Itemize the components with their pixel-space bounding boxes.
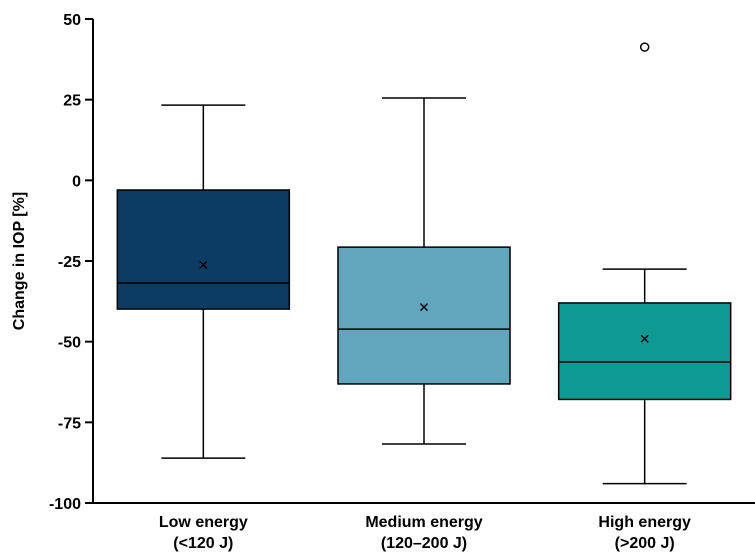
y-tick-label: -75 (58, 415, 81, 432)
y-tick-label: 25 (63, 93, 81, 110)
box (337, 246, 511, 385)
mean-marker (640, 334, 649, 343)
y-tick-label: -100 (49, 496, 81, 513)
y-tick-label: 0 (72, 173, 81, 190)
box (116, 189, 291, 310)
mean-marker (419, 303, 429, 312)
x-tick-label: High energy (598, 514, 691, 531)
x-tick-label: (<120 J) (173, 535, 233, 552)
x-tick-label: Low energy (159, 514, 248, 531)
y-tick-label: 50 (63, 12, 81, 29)
outlier (639, 42, 650, 52)
y-tick-label: -25 (58, 254, 81, 271)
y-tick-label: -50 (58, 335, 81, 352)
mean-marker (199, 260, 208, 269)
x-tick-label: (120–200 J) (381, 535, 467, 552)
x-tick-label: Medium energy (365, 514, 482, 531)
x-tick-label: (>200 J) (615, 535, 675, 552)
box (557, 302, 732, 401)
y-axis-label: Change in IOP [%] (11, 192, 28, 330)
